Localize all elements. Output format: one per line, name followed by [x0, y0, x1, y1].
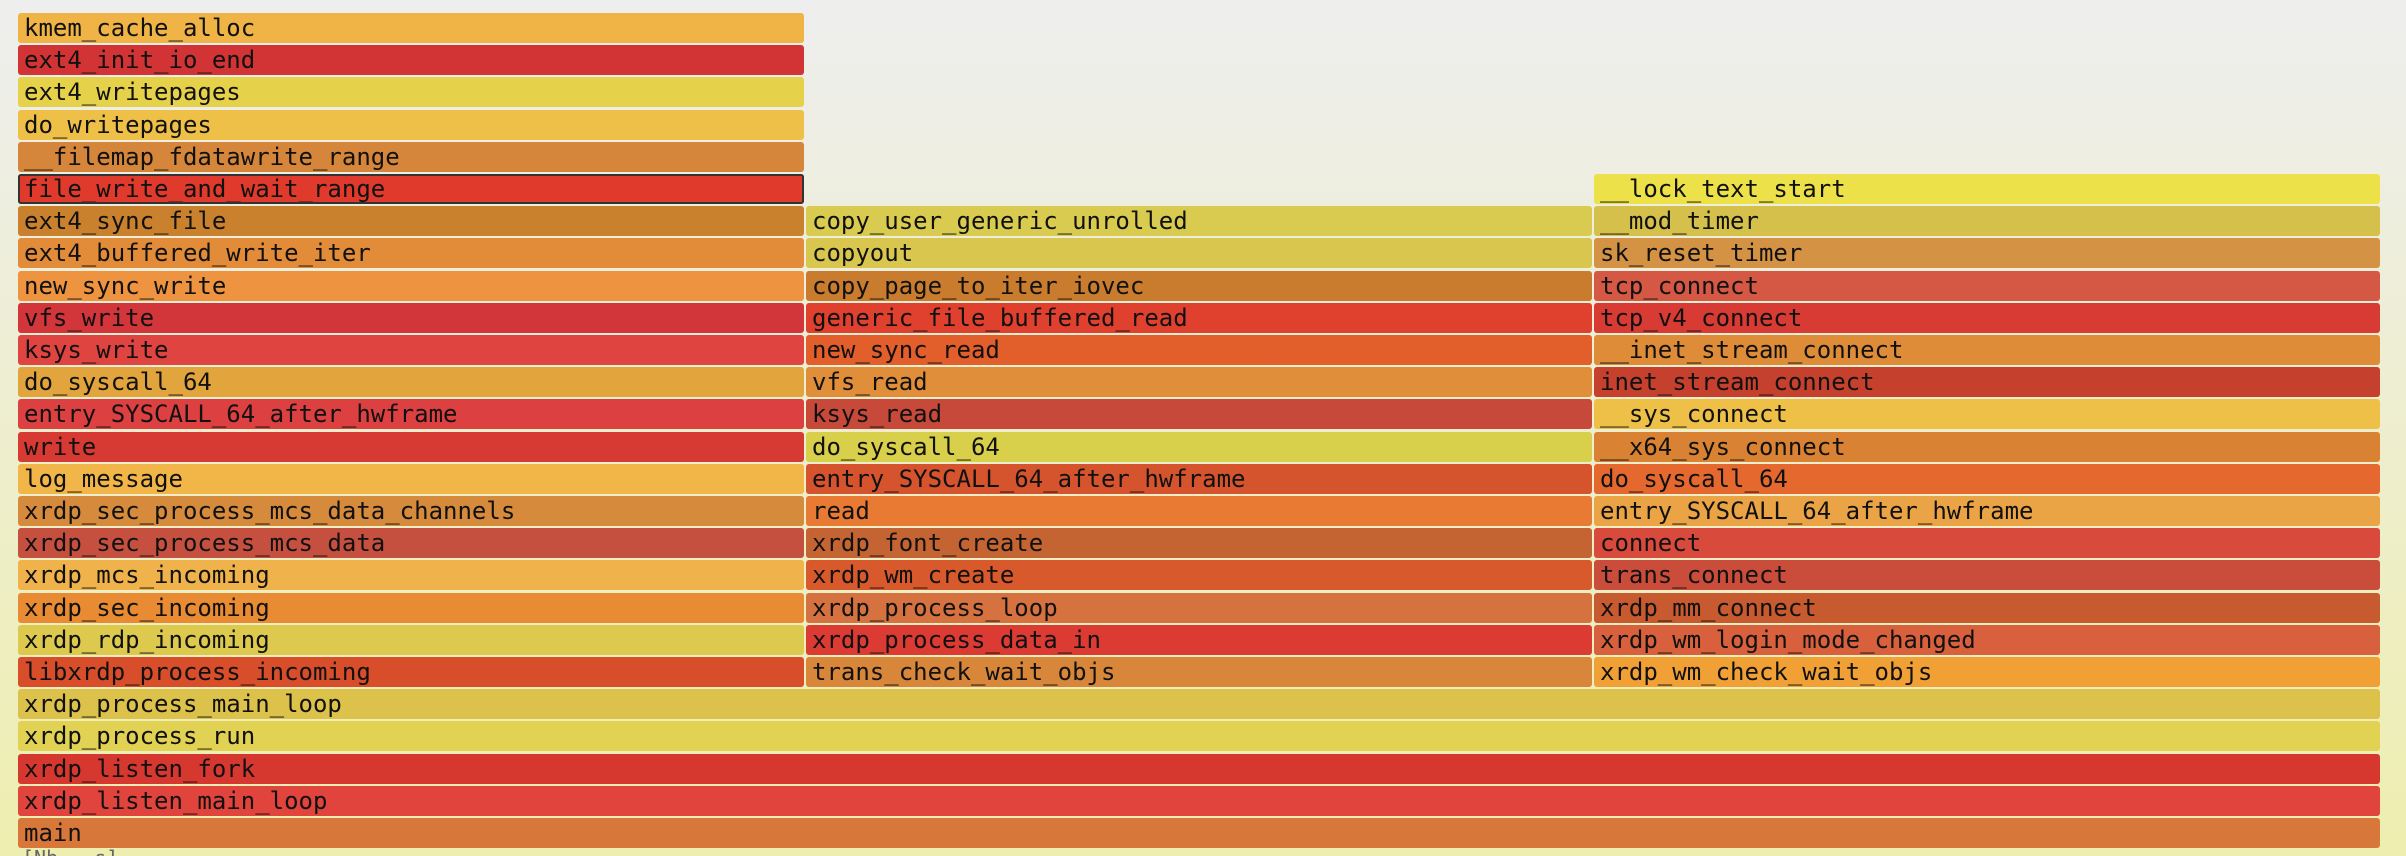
frame-xrdp-sec-process-mcs-data[interactable]: xrdp_sec_process_mcs_data	[18, 528, 804, 559]
frame-sk-reset-timer[interactable]: sk_reset_timer	[1594, 238, 2380, 269]
frame-new-sync-read[interactable]: new_sync_read	[806, 335, 1592, 365]
frame-entry-syscall-64-after-hwframe[interactable]: entry_SYSCALL_64_after_hwframe	[18, 399, 804, 430]
frame-copy-user-generic-unrolled[interactable]: copy_user_generic_unrolled	[806, 206, 1592, 237]
frame-mod-timer[interactable]: __mod_timer	[1594, 206, 2380, 237]
frame-xrdp-process-data-in[interactable]: xrdp_process_data_in	[806, 624, 1592, 655]
frame-inet-stream-connect[interactable]: __inet_stream_connect	[1594, 335, 2380, 365]
frame-trans-connect[interactable]: trans_connect	[1594, 560, 2380, 591]
frame-do-syscall-64[interactable]: do_syscall_64	[1594, 463, 2380, 494]
frame-file-write-and-wait-range[interactable]: file_write_and_wait_range	[18, 174, 804, 204]
frame-new-sync-write[interactable]: new_sync_write	[18, 270, 804, 301]
frame-read[interactable]: read	[806, 496, 1592, 526]
frame-ksys-read[interactable]: ksys_read	[806, 399, 1592, 430]
frame-xrdp-mm-connect[interactable]: xrdp_mm_connect	[1594, 592, 2380, 623]
frame-xrdp-process-main-loop[interactable]: xrdp_process_main_loop	[18, 689, 2380, 720]
frame-xrdp-font-create[interactable]: xrdp_font_create	[806, 528, 1592, 559]
frame-kmem-cache-alloc[interactable]: kmem_cache_alloc	[18, 13, 804, 43]
frame-copyout[interactable]: copyout	[806, 238, 1592, 269]
frame-ext4-buffered-write-iter[interactable]: ext4_buffered_write_iter	[18, 238, 804, 269]
frame-xrdp-process-run[interactable]: xrdp_process_run	[18, 721, 2380, 752]
frame-xrdp-mcs-incoming[interactable]: xrdp_mcs_incoming	[18, 560, 804, 591]
frame-main[interactable]: main	[18, 818, 2380, 848]
frame-inet-stream-connect[interactable]: inet_stream_connect	[1594, 367, 2380, 398]
frame-lock-text-start[interactable]: __lock_text_start	[1594, 174, 2380, 204]
frame-xrdp-wm-login-mode-changed[interactable]: xrdp_wm_login_mode_changed	[1594, 624, 2380, 655]
frame-xrdp-sec-incoming[interactable]: xrdp_sec_incoming	[18, 592, 804, 623]
frame-x64-sys-connect[interactable]: __x64_sys_connect	[1594, 431, 2380, 462]
frame-write[interactable]: write	[18, 431, 804, 462]
frame-trans-check-wait-objs[interactable]: trans_check_wait_objs	[806, 657, 1592, 687]
frame-ext4-writepages[interactable]: ext4_writepages	[18, 77, 804, 108]
frame-do-syscall-64[interactable]: do_syscall_64	[806, 431, 1592, 462]
frame-xrdp-process-loop[interactable]: xrdp_process_loop	[806, 592, 1592, 623]
frame-ext4-sync-file[interactable]: ext4_sync_file	[18, 206, 804, 237]
frame-libxrdp-process-incoming[interactable]: libxrdp_process_incoming	[18, 657, 804, 687]
frame-generic-file-buffered-read[interactable]: generic_file_buffered_read	[806, 302, 1592, 333]
frame-tcp-connect[interactable]: tcp_connect	[1594, 270, 2380, 301]
frame-ksys-write[interactable]: ksys_write	[18, 335, 804, 365]
frame-vfs-write[interactable]: vfs_write	[18, 302, 804, 333]
frame-vfs-read[interactable]: vfs_read	[806, 367, 1592, 398]
frame-xrdp-rdp-incoming[interactable]: xrdp_rdp_incoming	[18, 624, 804, 655]
frame-do-writepages[interactable]: do_writepages	[18, 109, 804, 140]
frame-ext4-init-io-end[interactable]: ext4_init_io_end	[18, 45, 804, 76]
frame-xrdp-wm-create[interactable]: xrdp_wm_create	[806, 560, 1592, 591]
frame-xrdp-sec-process-mcs-data-channels[interactable]: xrdp_sec_process_mcs_data_channels	[18, 496, 804, 526]
frame-sys-connect[interactable]: __sys_connect	[1594, 399, 2380, 430]
frame-tcp-v4-connect[interactable]: tcp_v4_connect	[1594, 302, 2380, 333]
footer-label: [Nb...s]	[22, 846, 118, 856]
frame-xrdp-listen-fork[interactable]: xrdp_listen_fork	[18, 753, 2380, 784]
frame-xrdp-listen-main-loop[interactable]: xrdp_listen_main_loop	[18, 785, 2380, 816]
frame-connect[interactable]: connect	[1594, 528, 2380, 559]
frame-do-syscall-64[interactable]: do_syscall_64	[18, 367, 804, 398]
frame-filemap-fdatawrite-range[interactable]: __filemap_fdatawrite_range	[18, 141, 804, 172]
frame-entry-syscall-64-after-hwframe[interactable]: entry_SYSCALL_64_after_hwframe	[806, 463, 1592, 494]
frame-copy-page-to-iter-iovec[interactable]: copy_page_to_iter_iovec	[806, 270, 1592, 301]
frame-log-message[interactable]: log_message	[18, 463, 804, 494]
frame-entry-syscall-64-after-hwframe[interactable]: entry_SYSCALL_64_after_hwframe	[1594, 496, 2380, 526]
frame-xrdp-wm-check-wait-objs[interactable]: xrdp_wm_check_wait_objs	[1594, 657, 2380, 687]
